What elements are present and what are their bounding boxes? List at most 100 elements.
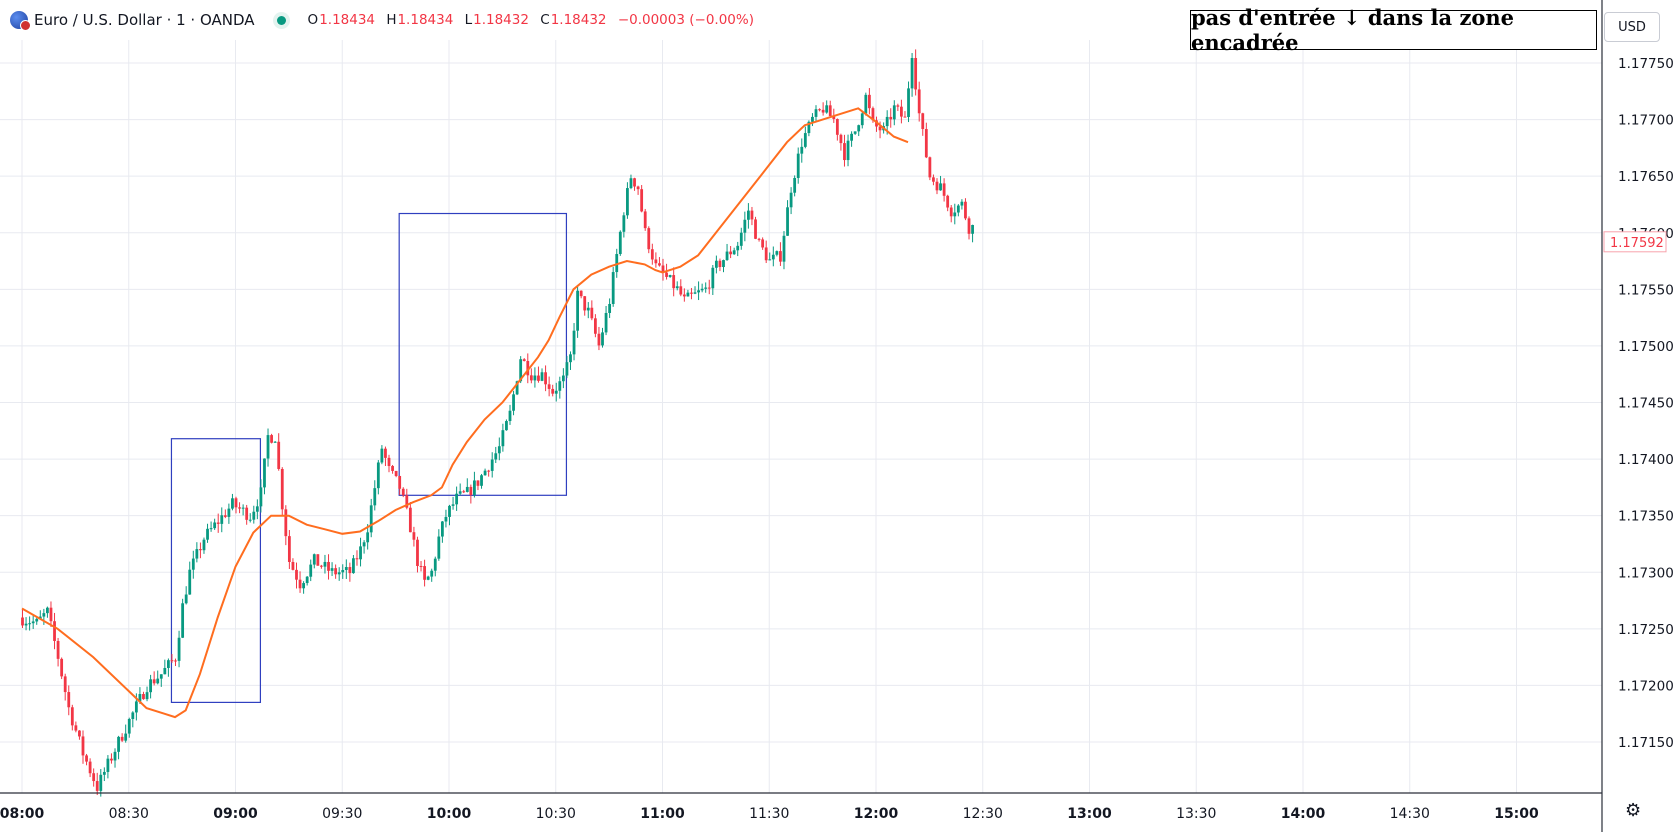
candle-body	[170, 660, 174, 662]
candle-body	[960, 201, 964, 206]
candle-body	[67, 692, 71, 708]
candle-body	[590, 307, 594, 319]
candle-body	[302, 583, 306, 589]
candle-body	[971, 224, 974, 234]
x-tick-label: 08:00	[0, 806, 45, 822]
candle-body	[718, 260, 722, 268]
zone-box[interactable]	[170, 438, 262, 703]
candle-body	[796, 153, 800, 178]
candle-body	[768, 259, 772, 261]
candle-body	[558, 381, 562, 391]
candle-body	[544, 372, 547, 385]
zone-box[interactable]	[398, 212, 568, 496]
candle-body	[633, 178, 636, 187]
candle-body	[921, 113, 925, 130]
candle-body	[305, 576, 309, 584]
candle-body	[384, 448, 387, 458]
y-tick-label: 1.17450	[1618, 396, 1674, 412]
candle-body	[359, 546, 362, 560]
price-axis: 1.177501.177001.176501.176001.175501.175…	[1601, 0, 1674, 832]
candle-body	[291, 561, 295, 570]
candle-body	[74, 725, 78, 731]
candle-body	[102, 771, 106, 775]
candle-body	[515, 381, 519, 395]
candle-body	[341, 570, 345, 573]
x-tick-label: 12:30	[963, 806, 1003, 822]
candle-body	[593, 318, 597, 334]
candle-body	[366, 532, 370, 543]
candle-body	[917, 89, 921, 114]
candle-body	[259, 487, 263, 507]
candle-body	[298, 579, 302, 589]
candle-body	[956, 205, 960, 213]
candle-body	[405, 495, 409, 508]
candle-body	[163, 667, 167, 675]
candle-body	[156, 678, 160, 684]
candle-body	[21, 617, 24, 626]
candle-body	[800, 146, 804, 154]
x-tick-label: 08:30	[109, 806, 149, 822]
candle-body	[206, 528, 209, 540]
candle-body	[793, 177, 797, 193]
candle-body	[764, 247, 768, 261]
candle-body	[95, 781, 99, 791]
candle-body	[63, 676, 67, 693]
candle-body	[953, 212, 957, 217]
candle-body	[149, 679, 152, 693]
low-label: L	[464, 12, 473, 28]
candle-body	[547, 384, 551, 389]
candle-body	[907, 88, 910, 117]
currency-button[interactable]: USD	[1604, 12, 1660, 42]
candle-body	[519, 359, 523, 382]
candle-body	[690, 292, 693, 294]
open-label: O	[307, 12, 319, 28]
candle-body	[569, 354, 572, 363]
x-tick-label: 15:00	[1494, 806, 1539, 822]
candle-body	[786, 207, 789, 236]
candle-body	[914, 58, 918, 90]
settings-gear-icon[interactable]: ⚙	[1625, 800, 1642, 821]
symbol-title[interactable]: Euro / U.S. Dollar · 1 · OANDA	[34, 11, 255, 29]
candle-body	[650, 249, 654, 260]
candle-body	[174, 660, 177, 662]
candle-body	[142, 694, 145, 700]
candle-body	[337, 572, 341, 575]
candle-body	[394, 470, 398, 477]
candle-body	[408, 507, 412, 533]
candle-body	[803, 133, 807, 147]
candle-body	[729, 251, 733, 255]
candle-body	[455, 493, 459, 505]
candle-body	[682, 294, 686, 297]
candle-body	[505, 421, 508, 431]
candle-body	[92, 773, 96, 782]
candle-body	[608, 303, 612, 313]
candle-body	[501, 430, 505, 447]
candle-body	[583, 296, 587, 311]
open-value: 1.18434	[319, 12, 376, 28]
candle-body	[483, 470, 487, 476]
candle-body	[113, 751, 117, 761]
candle-body	[252, 511, 256, 520]
candle-body	[284, 509, 288, 537]
moving-average-line	[21, 107, 909, 719]
candle-body	[707, 287, 711, 289]
candle-body	[910, 58, 914, 89]
y-tick-label: 1.17400	[1618, 452, 1674, 468]
candle-body	[932, 177, 935, 182]
candle-body	[419, 565, 423, 567]
candle-body	[199, 549, 202, 551]
candle-body	[526, 360, 530, 376]
candle-body	[779, 251, 782, 262]
candle-body	[209, 528, 213, 530]
candle-body	[540, 372, 544, 381]
eurusd-flag-icon	[10, 11, 31, 31]
candle-body	[508, 410, 512, 422]
candle-body	[846, 140, 850, 161]
market-status-dot-icon	[276, 15, 286, 25]
x-tick-label: 14:00	[1281, 806, 1326, 822]
candle-body	[433, 558, 437, 571]
candle-body	[166, 660, 170, 668]
symbol-header: Euro / U.S. Dollar · 1 · OANDA O1.18434 …	[0, 0, 761, 40]
candle-body	[134, 701, 138, 713]
